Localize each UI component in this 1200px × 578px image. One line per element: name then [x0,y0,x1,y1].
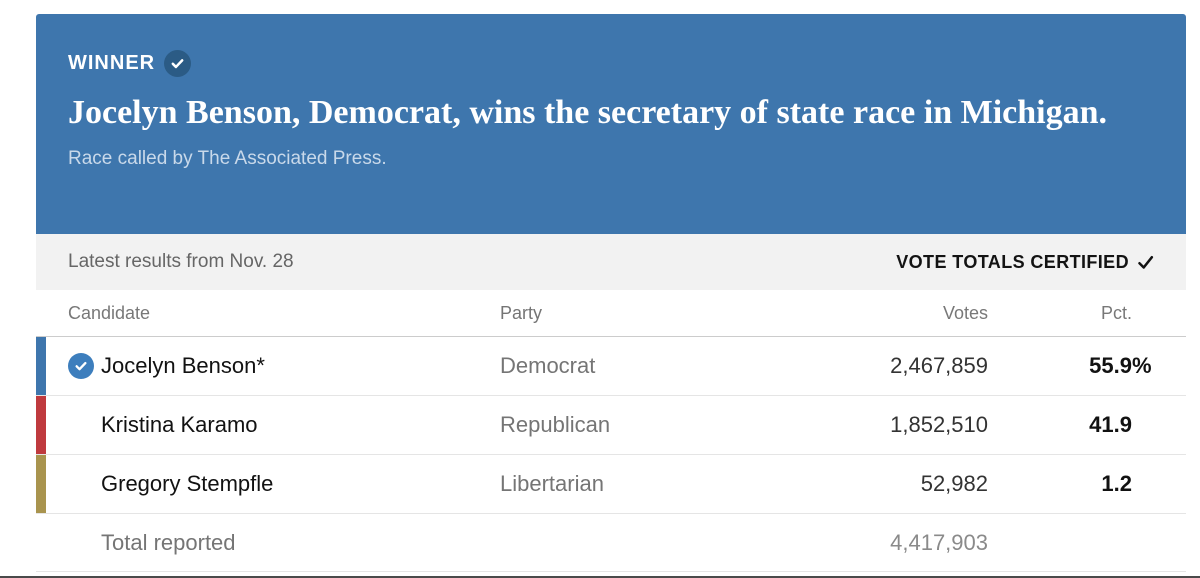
candidate-votes: 1,852,510 [890,412,988,437]
table-row: Kristina Karamo Republican 1,852,510 41.… [36,396,1186,455]
certified-check-icon [1138,255,1154,269]
candidate-party: Republican [500,412,611,437]
candidate-votes: 52,982 [920,471,988,496]
candidate-party: Libertarian [500,471,604,496]
candidate-name: Gregory Stempfle [101,471,274,496]
winner-check-icon [164,50,192,77]
table-header-row: Candidate Party Votes Pct. [36,290,1186,337]
total-votes: 4,417,903 [890,529,988,555]
column-header-party: Party [500,302,543,323]
candidate-votes: 2,467,859 [890,353,988,378]
certified-badge: VOTE TOTALS CERTIFIED [896,252,1154,273]
election-results-module: WINNER Jocelyn Benson, Democrat, wins th… [36,14,1186,572]
total-label: Total reported [101,529,236,555]
winner-banner: WINNER Jocelyn Benson, Democrat, wins th… [36,14,1186,234]
table-row: Gregory Stempfle Libertarian 52,982 1.2 [36,455,1186,514]
candidate-pct: 1.2 [1101,471,1132,496]
party-color-bar [36,455,46,513]
winner-row-check-icon [68,353,94,379]
race-called-note: Race called by The Associated Press. [68,148,387,169]
total-row: Total reported 4,417,903 [36,514,1186,572]
page-divider [0,576,1200,578]
table-row: Jocelyn Benson* Democrat 2,467,859 55.9% [36,337,1186,396]
latest-results-label: Latest results from Nov. 28 [68,251,294,272]
column-header-votes: Votes [942,302,988,323]
status-bar: Latest results from Nov. 28 VOTE TOTALS … [36,234,1186,290]
candidate-name: Kristina Karamo [101,412,258,437]
party-color-bar [36,337,46,395]
candidate-pct: 55.9% [1089,353,1152,378]
candidate-party: Democrat [500,353,596,378]
certified-label: VOTE TOTALS CERTIFIED [896,251,1129,272]
column-header-pct: Pct. [1100,302,1132,323]
race-headline: Jocelyn Benson, Democrat, wins the secre… [68,94,1107,131]
candidate-pct: 41.9 [1089,412,1132,437]
column-header-candidate: Candidate [68,302,151,323]
winner-line: WINNER [68,50,1154,77]
winner-label: WINNER [68,52,156,74]
candidate-name: Jocelyn Benson* [101,353,265,378]
party-color-bar [36,396,46,454]
